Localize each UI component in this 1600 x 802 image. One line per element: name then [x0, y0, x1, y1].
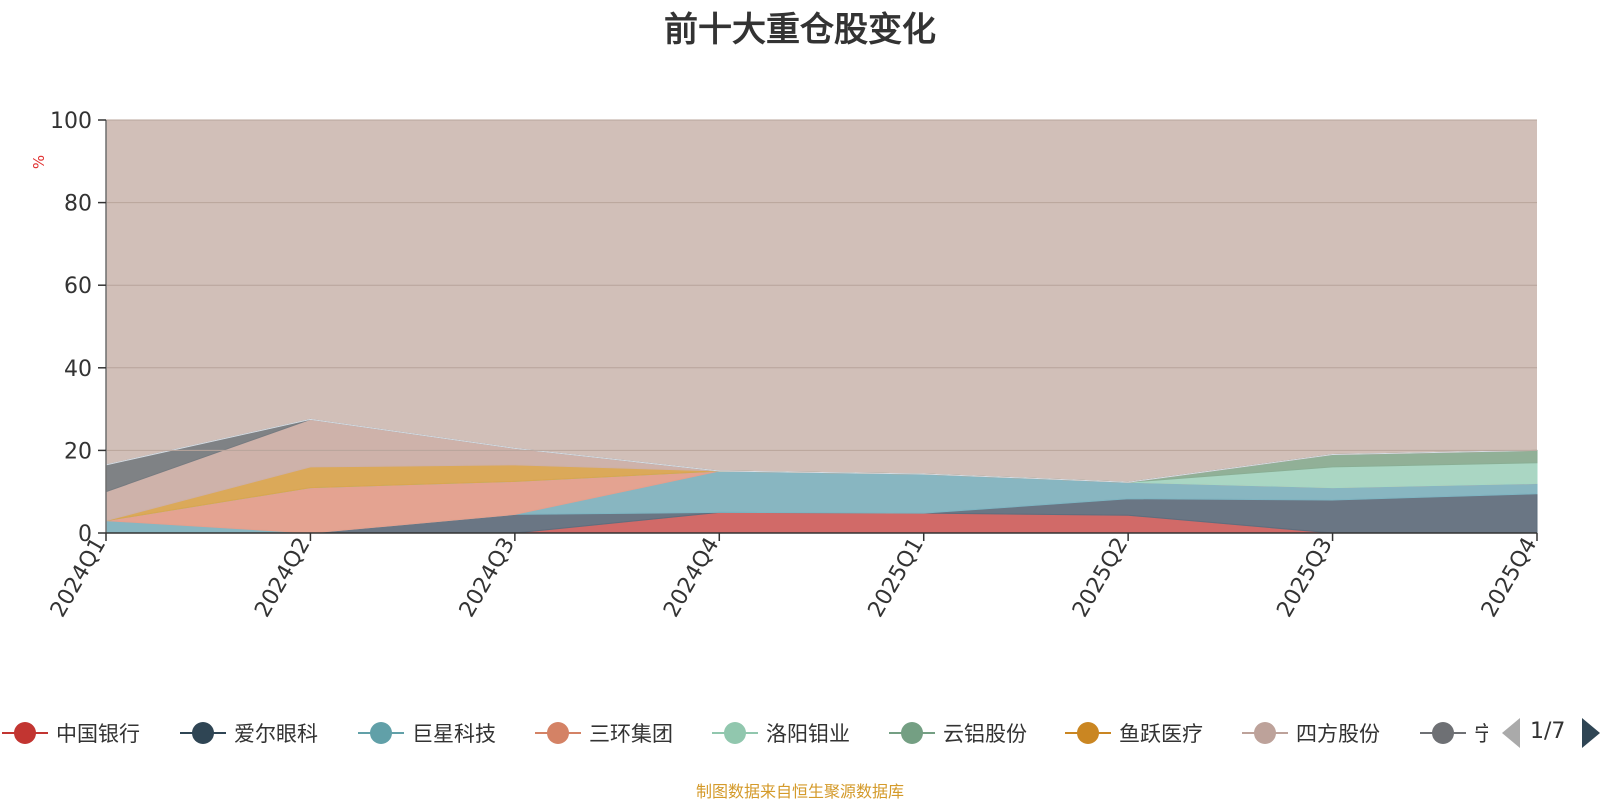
chart-title: 前十大重仓股变化: [664, 10, 936, 50]
axes: [105, 120, 1537, 534]
y-tick-label: 40: [64, 357, 92, 382]
y-tick-label: 0: [78, 522, 92, 547]
legend-symbol: [2, 722, 48, 744]
source-note: 制图数据来自恒生聚源数据库: [695, 782, 904, 801]
legend-label: 三环集团: [589, 722, 673, 746]
pager-text: 1/7: [1530, 719, 1566, 744]
legend-symbol: [1065, 722, 1111, 744]
legend-item[interactable]: 巨星科技: [356, 713, 496, 753]
legend-item[interactable]: 中国银行: [0, 713, 140, 753]
area-layers: [105, 418, 1538, 534]
legend-label: 巨星科技: [412, 722, 496, 746]
legend-symbol: [535, 722, 581, 744]
legend-label: 鱼跃医疗: [1119, 722, 1203, 746]
x-tick-label: 2024Q4: [659, 534, 724, 622]
x-tick-label: 2024Q3: [455, 534, 520, 622]
y-ticks: 0 20 40 60 80 100: [50, 109, 106, 547]
legend-symbol: [712, 722, 758, 744]
legend-pager: 1/7: [1500, 713, 1600, 753]
legend-item[interactable]: 四方股份: [1240, 713, 1380, 753]
legend-item[interactable]: 爱尔眼科: [178, 713, 318, 753]
x-ticks: 2024Q1 2024Q2 2024Q3 2024Q4 2025Q1 2025Q2 2025…: [46, 533, 1542, 622]
legend-item[interactable]: 云铝股份: [887, 713, 1027, 753]
legend-symbol: [1420, 722, 1466, 744]
y-tick-label: 60: [64, 274, 92, 299]
legend-label: 云铝股份: [943, 722, 1027, 746]
legend-symbol: [1242, 722, 1288, 744]
x-tick-label: 2025Q3: [1272, 534, 1337, 622]
legend-symbol: [889, 722, 935, 744]
x-tick-label: 2025Q2: [1068, 534, 1133, 622]
y-tick-label: 20: [64, 439, 92, 464]
y-tick-label: 80: [64, 192, 92, 217]
legend: 中国银行 爱尔眼科 巨星科技 三环集团 洛阳钼业 云铝股份 鱼跃医疗 四方股份 宁德时代: [0, 713, 1600, 753]
prev-page-icon[interactable]: [1500, 715, 1524, 751]
legend-label: 爱尔眼科: [234, 722, 318, 746]
legend-label: 中国银行: [56, 722, 140, 746]
legend-symbol: [358, 722, 404, 744]
x-tick-label: 2025Q4: [1477, 534, 1542, 622]
legend-item[interactable]: 鱼跃医疗: [1063, 713, 1203, 753]
legend-label: 四方股份: [1296, 722, 1380, 746]
gridlines: [106, 119, 1537, 451]
legend-symbol: [180, 722, 226, 744]
y-axis-label: %: [30, 155, 48, 169]
next-page-icon[interactable]: [1580, 715, 1600, 751]
legend-label: 洛阳钼业: [766, 722, 850, 746]
legend-item[interactable]: 洛阳钼业: [710, 713, 850, 753]
legend-item[interactable]: 三环集团: [533, 713, 673, 753]
legend-item[interactable]: 宁德时代: [1418, 713, 1488, 753]
x-tick-label: 2025Q1: [864, 534, 929, 622]
legend-label: 宁德时代: [1474, 722, 1488, 746]
y-tick-label: 100: [50, 109, 92, 134]
x-tick-label: 2024Q2: [250, 534, 315, 622]
